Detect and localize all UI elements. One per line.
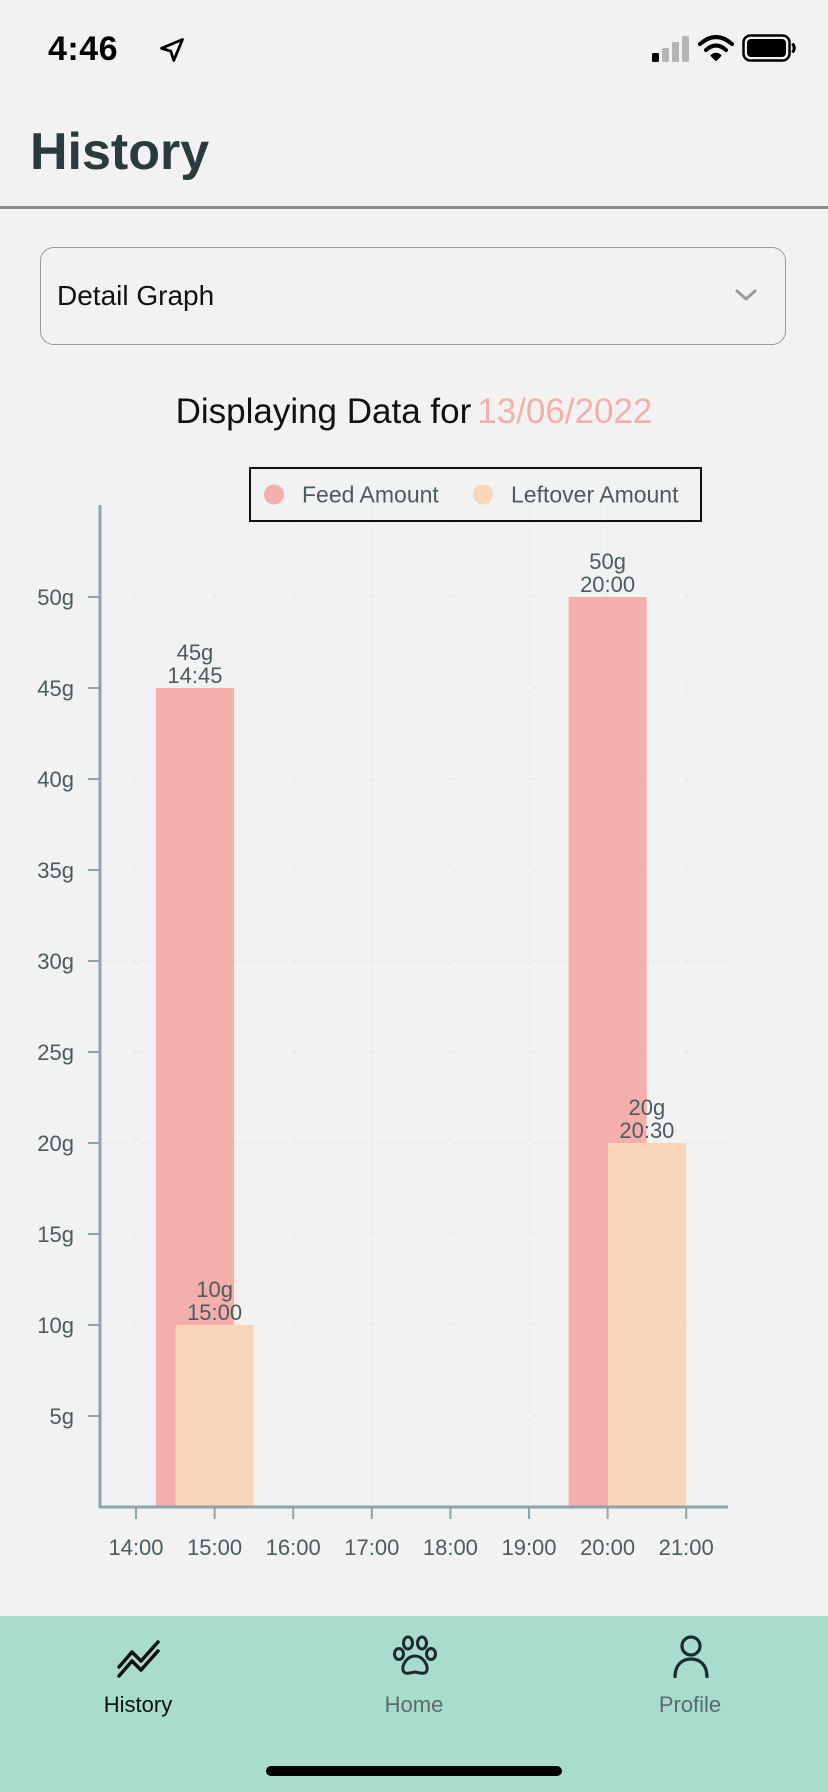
x-tick-label: 19:00 xyxy=(501,1535,556,1560)
bar-time-label: 14:45 xyxy=(167,663,222,688)
history-bar-chart: 14:00 15:00 16:00 17:00 18:00 19:00 20:00 21:00… xyxy=(37,467,728,1560)
y-tick-label: 35g xyxy=(37,858,74,883)
page-title: History xyxy=(30,123,210,181)
cellular-signal-icon xyxy=(652,36,689,62)
y-tick-label: 15g xyxy=(37,1222,74,1247)
y-tick-label: 50g xyxy=(37,585,74,610)
y-tick-label: 45g xyxy=(37,676,74,701)
tab-home[interactable]: Home xyxy=(314,1616,514,1736)
x-tick-label: 18:00 xyxy=(423,1535,478,1560)
y-tick-label: 40g xyxy=(37,767,74,792)
user-icon xyxy=(673,1635,709,1678)
paw-icon xyxy=(393,1635,437,1675)
bottom-tab-bar: History Home Profile xyxy=(0,1616,828,1792)
legend-label: Feed Amount xyxy=(302,482,439,508)
x-tick-label: 20:00 xyxy=(580,1535,635,1560)
leftover-bar xyxy=(175,1325,254,1507)
x-tick-label: 16:00 xyxy=(266,1535,321,1560)
date-banner-prefix: Displaying Data for xyxy=(175,392,472,431)
legend-label: Leftover Amount xyxy=(511,482,679,508)
x-tick-label: 21:00 xyxy=(659,1535,714,1560)
y-tick-label: 25g xyxy=(37,1040,74,1065)
x-tick-label: 14:00 xyxy=(108,1535,163,1560)
chart-bars xyxy=(155,597,686,1507)
y-tick-label: 30g xyxy=(37,949,74,974)
y-tick-label: 10g xyxy=(37,1313,74,1338)
bar-time-label: 20:00 xyxy=(580,572,635,597)
bar-value-label: 10g xyxy=(196,1277,233,1302)
tab-history-label: History xyxy=(103,1692,173,1717)
tab-profile[interactable]: Profile xyxy=(590,1616,790,1736)
chevron-down-icon xyxy=(735,289,757,301)
tab-history[interactable]: History xyxy=(38,1616,238,1736)
tab-profile-label: Profile xyxy=(658,1692,722,1717)
dropdown-selected-value: Detail Graph xyxy=(57,280,215,311)
date-banner-date: 13/06/2022 xyxy=(477,392,653,431)
bar-time-label: 20:30 xyxy=(619,1118,674,1143)
legend-swatch xyxy=(473,484,493,505)
status-bar: 4:46 xyxy=(0,0,828,100)
x-tick-label: 15:00 xyxy=(187,1535,242,1560)
date-banner: Displaying Data for 13/06/2022 xyxy=(0,392,828,432)
status-time: 4:46 xyxy=(48,30,119,68)
chart-legend: Feed Amount Leftover Amount xyxy=(249,467,702,522)
tab-home-label: Home xyxy=(384,1692,444,1717)
bar-value-label: 45g xyxy=(177,640,214,665)
bar-value-label: 20g xyxy=(629,1095,666,1120)
chart-line-icon xyxy=(117,1640,160,1678)
location-arrow-icon xyxy=(160,38,184,62)
battery-icon xyxy=(742,34,796,62)
wifi-icon xyxy=(698,35,734,61)
legend-swatch xyxy=(264,484,284,505)
y-tick-label: 5g xyxy=(50,1404,74,1429)
leftover-bar xyxy=(607,1143,686,1507)
home-indicator xyxy=(266,1766,562,1776)
graph-type-dropdown[interactable]: Detail Graph xyxy=(40,247,786,345)
page-header: History xyxy=(0,100,828,209)
x-tick-label: 17:00 xyxy=(344,1535,399,1560)
legend-box xyxy=(249,467,702,522)
bar-time-label: 15:00 xyxy=(187,1300,242,1325)
bar-value-label: 50g xyxy=(589,549,626,574)
y-tick-label: 20g xyxy=(37,1131,74,1156)
chart-axes: 14:00 15:00 16:00 17:00 18:00 19:00 20:00 21:00… xyxy=(37,505,728,1560)
